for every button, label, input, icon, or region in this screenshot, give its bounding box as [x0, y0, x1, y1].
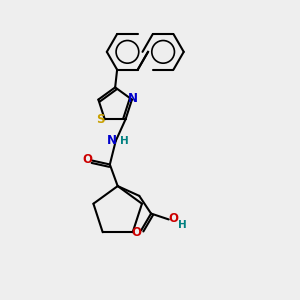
Text: N: N: [128, 92, 138, 105]
Text: H: H: [120, 136, 129, 146]
Text: O: O: [82, 153, 92, 166]
Text: H: H: [178, 220, 187, 230]
Text: O: O: [169, 212, 178, 225]
Text: S: S: [97, 113, 105, 126]
Text: N: N: [107, 134, 117, 147]
Text: O: O: [131, 226, 141, 239]
